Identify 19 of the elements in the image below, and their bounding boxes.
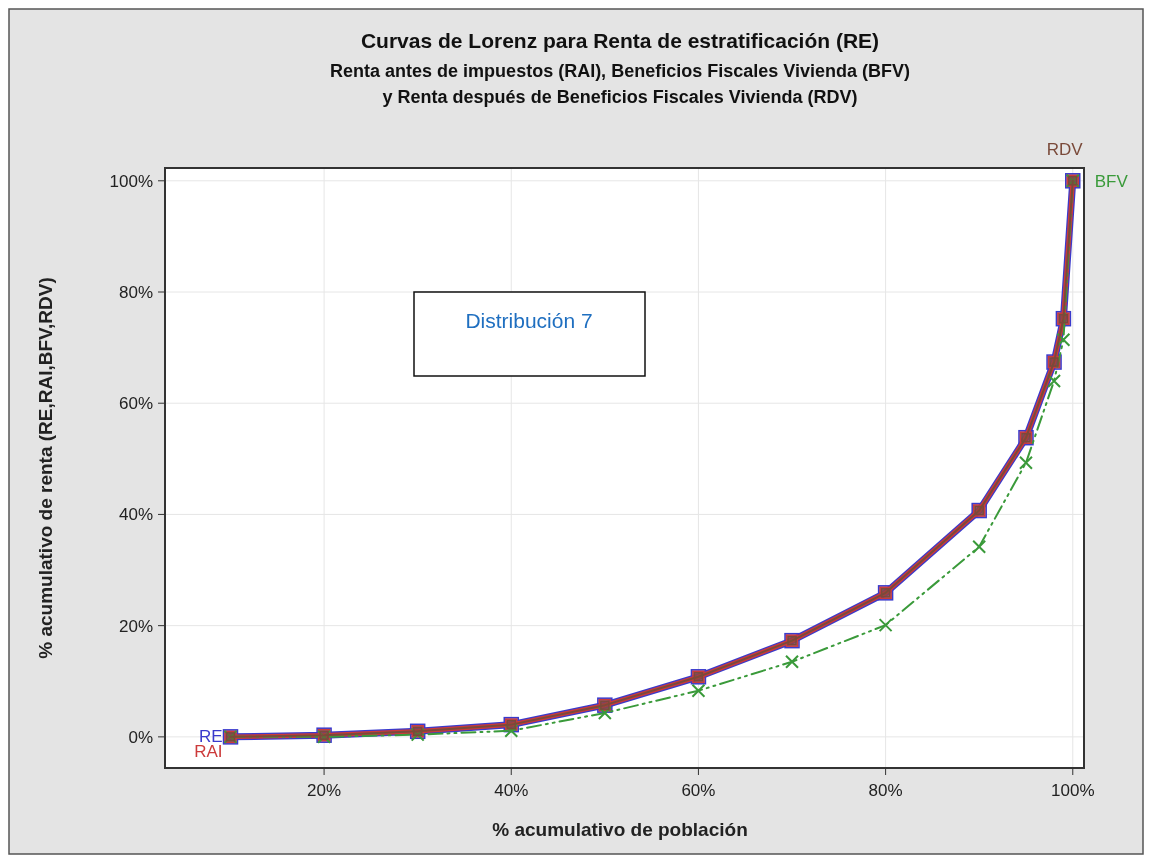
chart-subtitle: Renta antes de impuestos (RAI), Beneficios Fiscales Vivienda (BFV) y Renta después de Beneficios Fiscales Vivienda (RDV) xyxy=(330,61,910,107)
series-label: RDV xyxy=(1046,139,1084,159)
y-tick-label: 20% xyxy=(118,616,153,636)
x-tick-label: 20% xyxy=(307,781,342,800)
text-box: Distribución 7 xyxy=(413,291,646,377)
x-tick-label: 60% xyxy=(681,781,716,800)
y-tick-label: 100% xyxy=(109,171,153,191)
x-axis-title: % acumulativo de población xyxy=(492,819,748,840)
y-tick-label: 40% xyxy=(118,505,153,525)
x-tick-label: 40% xyxy=(494,781,529,800)
y-tick-label: 80% xyxy=(118,283,153,302)
y-tick-label: 60% xyxy=(118,394,153,414)
chart-title: Curvas de Lorenz para Renta de estratificación (RE) xyxy=(360,29,880,52)
x-tick-label: 100% xyxy=(1051,781,1095,800)
y-tick-label: 0% xyxy=(128,727,153,747)
y-axis-title: % acumulativo de renta (RE,RAI,BFV,RDV) xyxy=(35,277,56,659)
annotation: Distribución 7 xyxy=(465,309,593,332)
series-label: BFV xyxy=(1094,171,1129,191)
x-tick-label: 80% xyxy=(868,781,903,800)
